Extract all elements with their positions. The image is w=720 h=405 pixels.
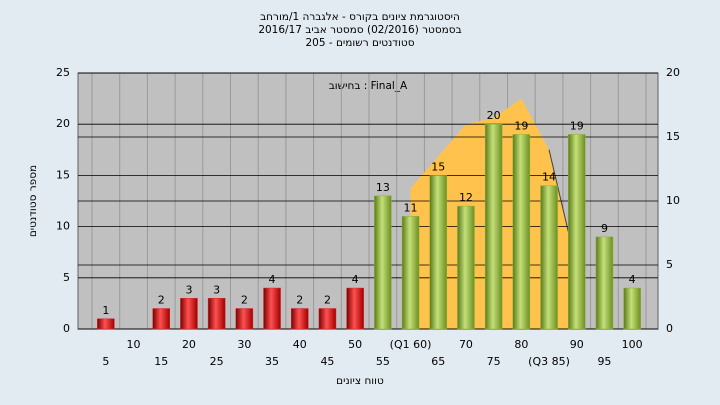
x-tick-label: 40 <box>293 338 307 351</box>
x-tick-label: 30 <box>237 338 251 351</box>
data-label: 14 <box>542 171 556 184</box>
x-tick-label: 100 <box>622 338 643 351</box>
data-label: 2 <box>296 294 303 307</box>
bar <box>623 287 641 330</box>
y2-tick-label: 5 <box>666 258 673 271</box>
y-axis-label: מספר סטודנטים <box>27 165 39 237</box>
chart-title: היסטוגרמת ציונים בקורס - אלגברה 1/מורחב <box>260 11 460 23</box>
x-tick-label: 70 <box>459 338 473 351</box>
x-tick-label: 65 <box>431 355 445 368</box>
bar <box>484 123 503 330</box>
y-tick-label: 10 <box>56 220 70 233</box>
data-label: 19 <box>514 119 528 132</box>
x-axis-label: טווח ציונים <box>336 375 384 387</box>
bar <box>207 298 226 330</box>
x-tick-label: 55 <box>376 355 390 368</box>
x-tick-label: 15 <box>154 355 168 368</box>
y2-tick-label: 10 <box>666 194 680 207</box>
bar <box>429 175 447 330</box>
x-tick-label: 35 <box>265 355 279 368</box>
data-label: 2 <box>158 294 165 307</box>
data-label: 13 <box>376 181 390 194</box>
bar <box>263 287 281 330</box>
bar <box>512 134 531 330</box>
x-tick-label: 80 <box>514 338 528 351</box>
x-tick-label: 20 <box>182 338 196 351</box>
bar <box>180 298 198 330</box>
y2-tick-label: 15 <box>666 130 680 143</box>
x-tick-label: 95 <box>597 355 611 368</box>
chart-subtitle: סטודנטים רשומים - 205 <box>305 37 414 49</box>
data-label: 3 <box>213 283 220 296</box>
data-label: 11 <box>404 201 418 214</box>
x-tick-label: 5 <box>102 355 109 368</box>
y-tick-label: 25 <box>56 66 70 79</box>
bar <box>346 287 364 330</box>
bar <box>595 236 614 330</box>
data-label: 1 <box>102 304 109 317</box>
data-label: 12 <box>459 191 473 204</box>
x-tick-label: 90 <box>570 338 584 351</box>
y-tick-label: 15 <box>56 168 70 181</box>
x-tick-label: 50 <box>348 338 362 351</box>
bar <box>318 308 337 330</box>
x-tick-label: (Q3 85) <box>528 355 570 368</box>
data-label: 19 <box>570 119 584 132</box>
y2-tick-label: 20 <box>666 66 680 79</box>
data-label: 15 <box>431 160 445 173</box>
data-label: 9 <box>601 222 608 235</box>
y2-tick-label: 0 <box>666 322 673 335</box>
bar <box>152 308 170 330</box>
x-tick-label: 45 <box>320 355 334 368</box>
bar <box>97 318 115 330</box>
bar <box>291 308 309 330</box>
bar <box>374 195 392 330</box>
data-label: 3 <box>185 283 192 296</box>
y-tick-label: 5 <box>63 271 70 284</box>
bar <box>401 216 420 330</box>
x-tick-label: 10 <box>127 338 141 351</box>
x-tick-label: (Q1 60) <box>390 338 432 351</box>
chart-subtitle: בסמסטר (02/2016) סמסטר אביב 2016/17 <box>258 24 461 36</box>
bar <box>540 185 558 330</box>
data-label: 2 <box>241 294 248 307</box>
y-tick-label: 20 <box>56 117 70 130</box>
y-tick-label: 0 <box>63 322 70 335</box>
bar <box>457 205 475 330</box>
x-tick-label: 25 <box>210 355 224 368</box>
data-label: 20 <box>487 109 501 122</box>
bar <box>235 308 254 330</box>
annotation: בחישוב : Final_A <box>329 80 408 92</box>
bar <box>568 134 586 330</box>
data-label: 4 <box>269 273 276 286</box>
data-label: 2 <box>324 294 331 307</box>
x-tick-label: 75 <box>487 355 501 368</box>
data-label: 4 <box>352 273 359 286</box>
data-label: 4 <box>629 273 636 286</box>
